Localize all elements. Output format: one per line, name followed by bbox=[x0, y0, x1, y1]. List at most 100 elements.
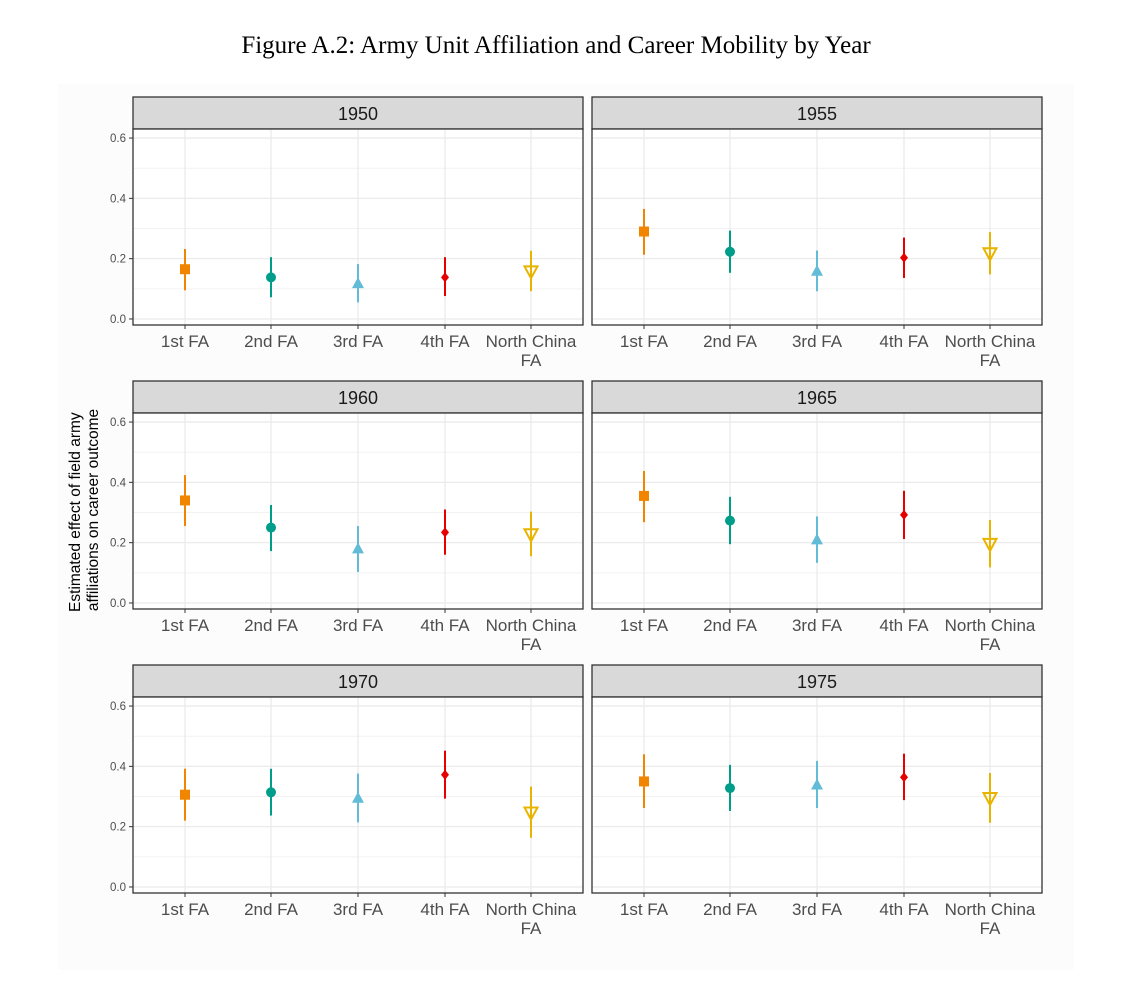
y-tick-label: 0.2 bbox=[110, 254, 126, 266]
x-tick-label-line1: 1st FA bbox=[161, 616, 210, 635]
x-tick-label-line1: 4th FA bbox=[879, 332, 929, 351]
x-tick-label: 2nd FA bbox=[703, 900, 758, 919]
x-tick-label: 1st FA bbox=[161, 616, 210, 635]
point-triangle-down-open bbox=[981, 792, 999, 808]
facet-strip bbox=[132, 380, 584, 414]
x-tick-label-line1: 4th FA bbox=[879, 616, 929, 635]
point-triangle-down-open bbox=[522, 265, 540, 281]
x-tick-label: 3rd FA bbox=[792, 616, 843, 635]
panel-border bbox=[591, 696, 1043, 894]
x-tick-label: North China FA bbox=[486, 332, 577, 370]
x-tick-label-line1: 1st FA bbox=[620, 616, 669, 635]
point-triangle-up bbox=[352, 542, 364, 554]
facet-strip-label: 1955 bbox=[797, 104, 837, 124]
facet-1960: 1960 0.0 0.2 0.4 0.6 1st FA 2nd FA 3rd FA 4th FA… bbox=[110, 380, 584, 654]
y-tick-label: 0.4 bbox=[110, 193, 127, 205]
facet-strip-label: 1975 bbox=[797, 672, 837, 692]
point-diamond bbox=[441, 769, 449, 780]
x-tick-label: 4th FA bbox=[420, 332, 470, 351]
x-tick-label-line1: 4th FA bbox=[420, 900, 470, 919]
y-tick-label: 0.2 bbox=[110, 538, 126, 550]
facet-panels: 1950 0.0 0.2 0.4 0.6 1st FA 2nd FA 3rd FA 4th FA… bbox=[110, 96, 1043, 938]
facet-strip bbox=[591, 96, 1043, 130]
point-circle bbox=[725, 783, 735, 794]
point-triangle-up bbox=[811, 778, 823, 790]
y-axis-label-line1: Estimated effect of field army bbox=[67, 412, 84, 612]
facet-1955: 1955 1st FA 2nd FA 3rd FA 4th FA North China F… bbox=[591, 96, 1043, 370]
x-tick-label: 3rd FA bbox=[333, 616, 384, 635]
point-circle bbox=[266, 522, 276, 533]
x-tick-label-line1: North China bbox=[945, 332, 1036, 351]
point-triangle-down-open bbox=[522, 806, 540, 822]
y-axis-label-line2: affiliations on career outcome bbox=[85, 409, 102, 611]
x-tick-label-line1: 3rd FA bbox=[333, 616, 384, 635]
panel-border bbox=[132, 412, 584, 610]
panel-border bbox=[591, 128, 1043, 326]
x-tick-label: 2nd FA bbox=[244, 900, 299, 919]
x-tick-label-line2: FA bbox=[980, 351, 1001, 370]
x-tick-label-line1: 2nd FA bbox=[244, 332, 299, 351]
x-tick-label: North China FA bbox=[486, 616, 577, 654]
point-diamond bbox=[900, 252, 908, 263]
x-tick-label-line1: 4th FA bbox=[879, 900, 929, 919]
point-triangle-up bbox=[811, 264, 823, 276]
x-tick-label-line1: North China bbox=[945, 616, 1036, 635]
point-triangle-down-open bbox=[981, 537, 999, 553]
x-tick-label: 1st FA bbox=[161, 332, 210, 351]
x-tick-label: 3rd FA bbox=[792, 900, 843, 919]
point-square bbox=[180, 789, 190, 800]
point-circle bbox=[266, 787, 276, 798]
point-triangle-down-open bbox=[981, 247, 999, 263]
x-tick-label-line1: 2nd FA bbox=[703, 332, 758, 351]
facet-strip-label: 1950 bbox=[338, 104, 378, 124]
x-tick-label-line2: FA bbox=[521, 635, 542, 654]
point-square bbox=[639, 490, 649, 501]
facet-1975: 1975 1st FA 2nd FA 3rd FA 4th FA North China F… bbox=[591, 664, 1043, 938]
x-tick-label: 4th FA bbox=[879, 616, 929, 635]
point-diamond bbox=[441, 527, 449, 538]
x-tick-label-line1: 3rd FA bbox=[792, 332, 843, 351]
facet-strip bbox=[591, 664, 1043, 698]
y-axis-label: Estimated effect of field army affiliati… bbox=[67, 408, 102, 612]
x-tick-label: 2nd FA bbox=[244, 332, 299, 351]
x-tick-label-line1: 2nd FA bbox=[244, 900, 299, 919]
x-tick-label-line2: FA bbox=[980, 635, 1001, 654]
x-tick-label-line1: 3rd FA bbox=[333, 332, 384, 351]
x-tick-label: 1st FA bbox=[620, 900, 669, 919]
x-tick-label: North China FA bbox=[945, 332, 1036, 370]
y-tick-label: 0.0 bbox=[110, 882, 126, 894]
facet-strip bbox=[132, 664, 584, 698]
x-tick-label: 1st FA bbox=[161, 900, 210, 919]
x-tick-label-line1: 4th FA bbox=[420, 616, 470, 635]
panel-border bbox=[591, 412, 1043, 610]
x-tick-label-line1: North China bbox=[486, 900, 577, 919]
point-circle bbox=[725, 515, 735, 526]
point-diamond bbox=[900, 509, 908, 520]
x-tick-label-line1: 3rd FA bbox=[333, 900, 384, 919]
point-circle bbox=[266, 272, 276, 283]
x-tick-label-line2: FA bbox=[521, 919, 542, 938]
x-tick-label: 4th FA bbox=[420, 900, 470, 919]
x-tick-label-line1: 1st FA bbox=[161, 332, 210, 351]
point-diamond bbox=[900, 772, 908, 783]
facet-1965: 1965 1st FA 2nd FA 3rd FA 4th FA North China F… bbox=[591, 380, 1043, 654]
x-tick-label: 3rd FA bbox=[333, 900, 384, 919]
x-tick-label-line1: North China bbox=[486, 332, 577, 351]
x-tick-label: 2nd FA bbox=[703, 616, 758, 635]
x-tick-label: North China FA bbox=[486, 900, 577, 938]
facet-strip-label: 1960 bbox=[338, 388, 378, 408]
point-square bbox=[639, 776, 649, 787]
x-tick-label: North China FA bbox=[945, 900, 1036, 938]
point-square bbox=[180, 495, 190, 506]
point-triangle-up bbox=[352, 277, 364, 289]
point-triangle-up bbox=[352, 791, 364, 803]
x-tick-label-line1: 2nd FA bbox=[703, 900, 758, 919]
point-triangle-up bbox=[811, 533, 823, 545]
x-tick-label-line1: 2nd FA bbox=[703, 616, 758, 635]
x-tick-label: North China FA bbox=[945, 616, 1036, 654]
x-tick-label-line2: FA bbox=[521, 351, 542, 370]
x-tick-label-line1: 2nd FA bbox=[244, 616, 299, 635]
y-tick-label: 0.2 bbox=[110, 822, 126, 834]
y-tick-label: 0.6 bbox=[110, 133, 126, 145]
